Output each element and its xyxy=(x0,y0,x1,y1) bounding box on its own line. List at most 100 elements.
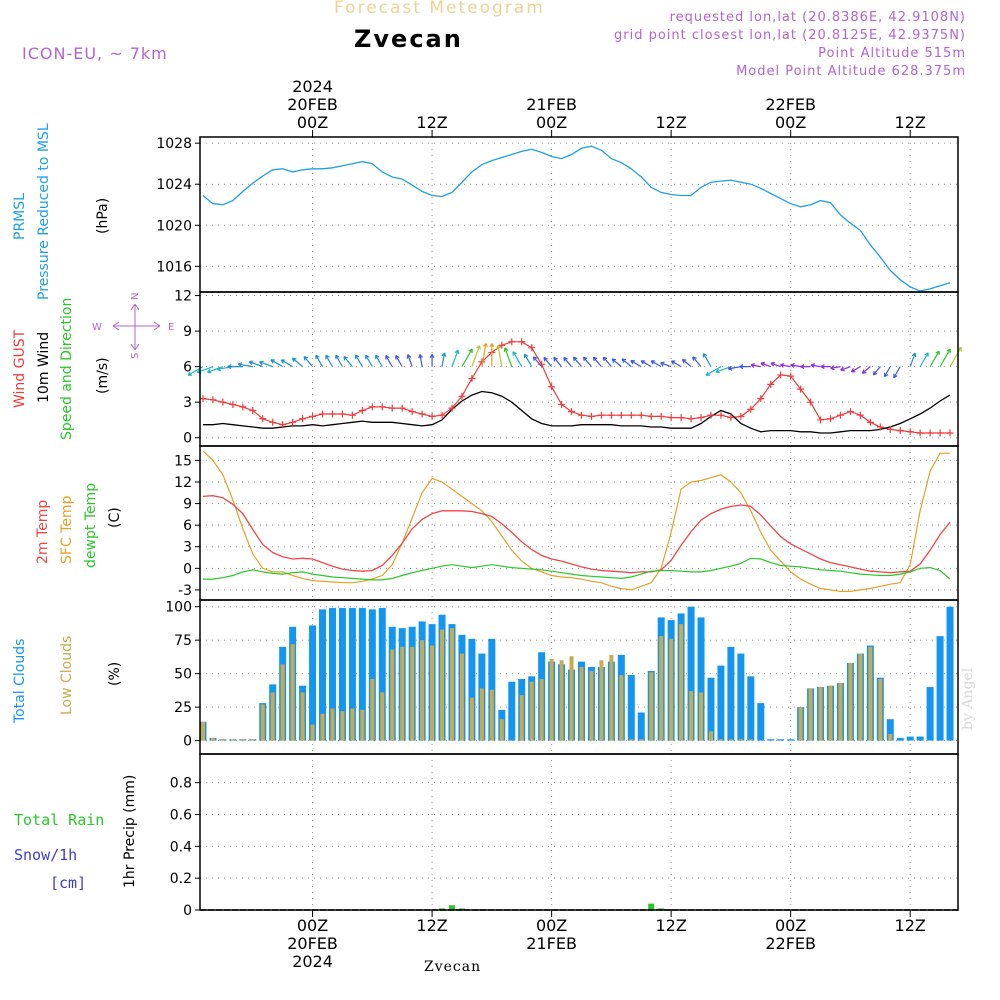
x-tick-label-top: 00Z xyxy=(297,113,328,132)
low-cloud-bar xyxy=(569,656,574,741)
gust-point xyxy=(717,411,725,419)
x-tick-label-bottom: 12Z xyxy=(416,916,447,935)
wind-arrow xyxy=(418,354,423,367)
gust-point xyxy=(259,415,267,423)
temp-unit: (C) xyxy=(107,507,123,528)
wind-arrow xyxy=(929,350,940,367)
low-cloud-bar xyxy=(888,733,893,741)
gust-point xyxy=(568,408,576,416)
wind-arrow xyxy=(385,355,393,367)
low-cloud-bar xyxy=(230,739,235,741)
x-tick-label-bottom: 12Z xyxy=(655,916,686,935)
low-cloud-bar xyxy=(290,644,295,741)
gust-point xyxy=(866,418,874,426)
low-cloud-bar xyxy=(280,664,285,741)
y-tick-label: 0 xyxy=(183,903,192,919)
y-tick-label: 9 xyxy=(183,324,192,340)
gust-point xyxy=(378,403,386,411)
total-cloud-bar xyxy=(368,609,376,741)
low-cloud-bar xyxy=(210,737,215,741)
wind-arrow xyxy=(461,348,473,367)
low-cloud-bar xyxy=(310,724,315,741)
wind-arrow xyxy=(471,345,481,367)
rain-bar xyxy=(449,905,456,910)
low-cloud-bar xyxy=(599,660,604,741)
low-cloud-bar xyxy=(589,670,594,741)
wind-arrow xyxy=(949,346,962,367)
gust-point xyxy=(508,338,516,346)
y-tick-label: 1028 xyxy=(156,136,192,152)
low-cloud-bar xyxy=(350,708,355,741)
low-cloud-bar xyxy=(539,679,544,741)
rain-bar xyxy=(658,908,665,910)
low-cloud-bar xyxy=(260,704,265,741)
wind-arrow xyxy=(630,360,642,368)
gust-point xyxy=(817,416,825,424)
sfc-temp-series-line xyxy=(202,450,950,593)
low-cloud-bar xyxy=(529,681,534,741)
gust-point xyxy=(647,412,655,420)
low-cloud-bar xyxy=(410,646,415,741)
gust-point xyxy=(548,383,556,391)
total-cloud-bar xyxy=(687,606,695,741)
gust-point xyxy=(617,411,625,419)
gust-point xyxy=(229,401,237,409)
total-cloud-bar xyxy=(627,674,635,741)
total-cloud-bar xyxy=(319,609,327,741)
y-tick-label: 15 xyxy=(174,453,192,469)
total-cloud-bar xyxy=(378,608,386,741)
low-cloud-bar xyxy=(639,739,644,741)
rain-bar xyxy=(648,903,655,910)
total-cloud-bar xyxy=(747,676,755,741)
total-cloud-bar xyxy=(777,739,785,741)
low-cloud-bar xyxy=(619,674,624,741)
low-cloud-bar xyxy=(718,739,723,741)
wind-arrow xyxy=(790,363,801,368)
x-tick-label-top: 00Z xyxy=(775,113,806,132)
low-cloud-bar xyxy=(430,645,435,741)
y-tick-label: 0.8 xyxy=(170,776,192,792)
gust-point xyxy=(876,423,884,431)
x-date-label-top: 22FEB xyxy=(765,95,816,114)
gust-point xyxy=(597,411,605,419)
low-cloud-bar xyxy=(649,672,654,741)
gust-point xyxy=(448,404,456,412)
gust-point xyxy=(787,372,795,380)
wind-arrow xyxy=(660,361,672,368)
panel-frame xyxy=(199,445,959,601)
low-cloud-bar xyxy=(738,739,743,741)
low-cloud-bar xyxy=(858,653,863,741)
low-cloud-bar xyxy=(629,739,634,741)
gust-point xyxy=(438,411,446,419)
gust-series-line xyxy=(202,341,950,434)
low-cloud-bar xyxy=(798,707,803,741)
gust-point xyxy=(697,414,705,422)
wind-arrow xyxy=(496,344,503,367)
x-tick-label-top: 00Z xyxy=(536,113,567,132)
x-date-label-bottom: 20FEB xyxy=(287,934,338,953)
gust-point xyxy=(836,411,844,419)
location-title: Zvecan xyxy=(354,25,463,53)
wind-arrow xyxy=(354,354,363,367)
wind-arrow xyxy=(451,349,460,367)
gust-point xyxy=(687,415,695,423)
footer-location: Zvecan xyxy=(424,959,482,975)
wind-arrow xyxy=(727,365,741,371)
total-cloud-bar xyxy=(787,739,795,741)
total-cloud-bar xyxy=(737,653,745,741)
low-cloud-bar xyxy=(330,708,335,741)
gust-point xyxy=(279,421,287,429)
gust-point xyxy=(309,412,317,420)
gust-point xyxy=(637,411,645,419)
gust-point xyxy=(269,418,277,426)
low-cloud-bar xyxy=(440,629,445,741)
wind-arrow xyxy=(810,363,821,368)
gust-point xyxy=(757,395,765,403)
t2m-label: 2m Temp xyxy=(35,500,51,564)
y-tick-label: 12 xyxy=(174,289,192,305)
total-cloud-bar xyxy=(767,739,775,741)
wind-arrow xyxy=(861,366,871,374)
rain-bar xyxy=(439,908,446,910)
2m-temp-series-line xyxy=(202,495,951,574)
